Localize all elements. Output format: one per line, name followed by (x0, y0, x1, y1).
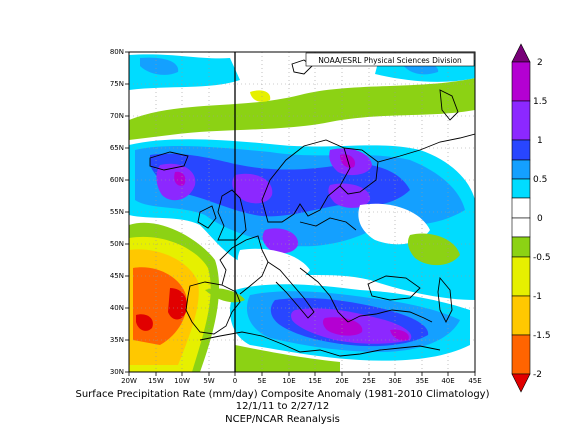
caption-line-3: NCEP/NCAR Reanalysis (225, 414, 340, 425)
lat-label: 40N (110, 304, 124, 312)
wet-nw-magenta-1 (174, 171, 186, 186)
colorbar-label: 1 (537, 136, 543, 146)
graticule (129, 52, 475, 372)
colorbar-labels: 2 1.5 1 0.5 0 -0.5 -1 -1.5 -2 (533, 58, 551, 380)
lon-label: 10W (174, 377, 190, 385)
coast-iceland (149, 151, 189, 171)
colorbar-segment (511, 217, 531, 238)
coast-arctic-russia (377, 133, 475, 163)
lat-label: 65N (110, 144, 124, 152)
lat-label: 55N (110, 208, 124, 216)
lon-label: 10E (282, 377, 295, 385)
lon-label: 20E (335, 377, 348, 385)
wet-nw-purple-5 (328, 183, 371, 208)
dry-anomaly-red-1 (168, 288, 188, 320)
lat-label: 60N (110, 176, 124, 184)
coast-black-sea (367, 275, 421, 301)
coast-britain (217, 189, 247, 241)
colorbar-label: 0 (537, 214, 543, 224)
coast-north-africa (199, 331, 441, 357)
colorbar-label: -1 (533, 292, 542, 302)
lon-label: 5E (258, 377, 267, 385)
colorbar-label: -0.5 (533, 253, 551, 263)
latitude-labels: 30N 35N 40N 45N 50N 55N 60N 65N 70N 75N … (110, 48, 124, 376)
coast-caspian (437, 276, 453, 324)
colorbar-bottom-arrow (511, 373, 531, 393)
lat-label: 75N (110, 80, 124, 88)
credit-box (305, 52, 475, 67)
colorbar-segment (511, 100, 531, 141)
coast-ireland (197, 205, 217, 229)
axis-ticks (125, 51, 476, 376)
colorbar-segment (511, 334, 531, 375)
lon-label: 15E (308, 377, 321, 385)
wet-nw-purple-2 (232, 173, 273, 204)
caption-line-2: 12/1/11 to 2/27/12 (235, 401, 330, 412)
lon-label: 15W (148, 377, 164, 385)
colorbar (511, 43, 531, 393)
lon-label: 20W (121, 377, 137, 385)
longitude-labels: 20W 15W 10W 5W 0 5E 10E 15E 20E 25E 30E … (121, 377, 482, 385)
dry-band-north (129, 78, 475, 140)
dry-anomaly-red-2 (136, 314, 153, 331)
coast-baltic (299, 217, 357, 231)
lon-label: 25E (362, 377, 375, 385)
colorbar-segment (511, 295, 531, 336)
colorbar-label: 1.5 (533, 97, 547, 107)
coast-balkans (299, 267, 349, 323)
lon-label: 30E (388, 377, 401, 385)
colorbar-segment (511, 159, 531, 180)
coast-novaya (439, 89, 459, 121)
caption-line-1: Surface Precipitation Rate (mm/day) Comp… (75, 389, 490, 400)
coast-greece-turkey (347, 309, 433, 323)
dry-east-gap (358, 203, 430, 245)
colorbar-label: -1.5 (533, 331, 551, 341)
lat-label: 30N (110, 368, 124, 376)
coast-scandinavia (261, 139, 351, 223)
coast-france (219, 235, 269, 295)
colorbar-segment (511, 61, 531, 102)
lon-label: 5W (203, 377, 214, 385)
lat-label: 80N (110, 48, 124, 56)
lat-label: 45N (110, 272, 124, 280)
lon-label: 45E (468, 377, 481, 385)
wet-arctic-blue (140, 57, 179, 75)
dry-east-green (407, 233, 460, 266)
lat-label: 50N (110, 240, 124, 248)
lon-label: 0 (233, 377, 237, 385)
credit-text: NOAA/ESRL Physical Sciences Division (318, 56, 462, 65)
lat-label: 70N (110, 112, 124, 120)
colorbar-label: -2 (533, 370, 542, 380)
anomaly-field (129, 54, 475, 372)
coast-svalbard (291, 59, 313, 75)
colorbar-segment (511, 178, 531, 199)
wet-med-magenta-1 (322, 317, 363, 336)
colorbar-segment (511, 139, 531, 161)
dry-central (237, 248, 310, 285)
colorbar-segment (511, 236, 531, 258)
colorbar-segment (511, 197, 531, 219)
lon-label: 40E (441, 377, 454, 385)
colorbar-top-arrow (511, 43, 531, 63)
coastlines (149, 59, 475, 357)
coast-finland (339, 147, 379, 195)
wet-nw-purple-3 (262, 228, 299, 254)
dry-africa (235, 345, 340, 372)
lon-label: 35E (415, 377, 428, 385)
colorbar-label: 2 (537, 58, 543, 68)
coast-italy (267, 261, 315, 319)
lat-label: 35N (110, 336, 124, 344)
colorbar-segment (511, 256, 531, 297)
colorbar-label: 0.5 (533, 175, 547, 185)
dry-band-north-yellow (250, 90, 271, 102)
